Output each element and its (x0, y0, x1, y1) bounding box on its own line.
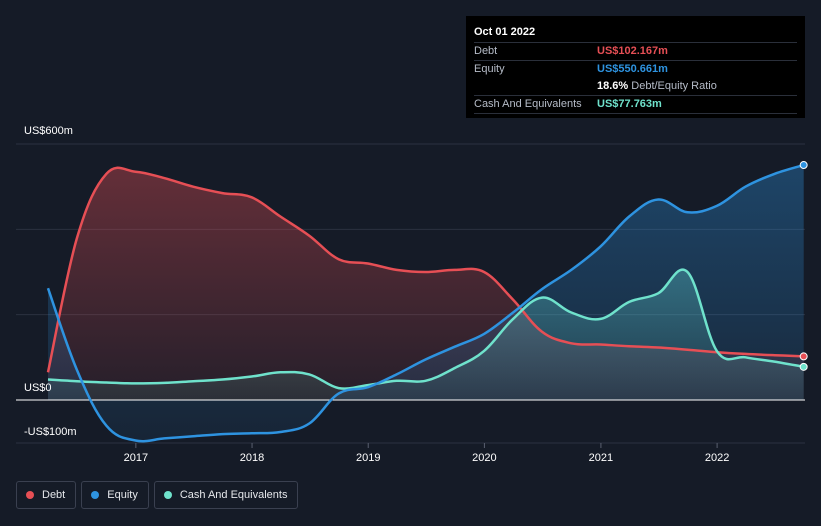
legend-label-equity: Equity (107, 489, 138, 501)
legend-item-debt[interactable]: Debt (16, 481, 77, 509)
tooltip-debt-label: Debt (474, 45, 498, 57)
legend-item-cash[interactable]: Cash And Equivalents (153, 481, 299, 509)
tooltip-ratio-label: Debt/Equity Ratio (631, 80, 717, 92)
tooltip-debt-row: Debt US$102.167m (474, 43, 797, 61)
legend-item-equity[interactable]: Equity (81, 481, 149, 509)
legend-label-debt: Debt (42, 489, 66, 501)
tooltip-cash-value: US$77.763m (597, 98, 662, 110)
x-tick-label-5: 2022 (705, 452, 729, 464)
tooltip-cash-row: Cash And Equivalents US$77.763m (474, 96, 797, 114)
x-tick-label-3: 2020 (472, 452, 496, 464)
x-tick-label-1: 2018 (240, 452, 264, 464)
debt-line (46, 166, 804, 373)
legend-dot-equity (91, 491, 100, 499)
tooltip-equity-label: Equity (474, 63, 505, 75)
cash-end-marker (799, 362, 808, 371)
tooltip-cash-label: Cash And Equivalents (474, 98, 582, 110)
tooltip-ratio-value: 18.6% (597, 80, 629, 92)
tooltip-equity-row: Equity US$550.661m (474, 61, 797, 78)
y-tick-label-0: US$600m (24, 125, 73, 137)
x-tick-label-4: 2021 (589, 452, 613, 464)
tooltip-date: Oct 01 2022 (474, 24, 797, 43)
tooltip-debt-value: US$102.167m (597, 45, 668, 57)
equity-line (46, 163, 805, 443)
tooltip-equity-value: US$550.661m (597, 63, 668, 75)
equity-area (48, 165, 804, 442)
legend-dot-cash (163, 491, 172, 499)
debt-area (48, 167, 804, 400)
legend: Debt Equity Cash And Equivalents (16, 481, 303, 511)
equity-end-marker (799, 161, 808, 170)
x-tick-label-0: 2017 (124, 452, 148, 464)
x-tick-label-2: 2019 (356, 452, 380, 464)
tooltip-ratio-row: 18.6% Debt/Equity Ratio (474, 78, 797, 96)
legend-label-cash: Cash And Equivalents (179, 489, 288, 501)
legend-dot-debt (26, 491, 34, 499)
y-tick-label-2: -US$100m (24, 426, 77, 438)
y-tick-label-1: US$0 (24, 382, 52, 394)
cash-line (47, 268, 804, 390)
debt-end-marker (799, 352, 808, 361)
tooltip: Oct 01 2022 Debt US$102.167m Equity US$5… (466, 16, 805, 118)
